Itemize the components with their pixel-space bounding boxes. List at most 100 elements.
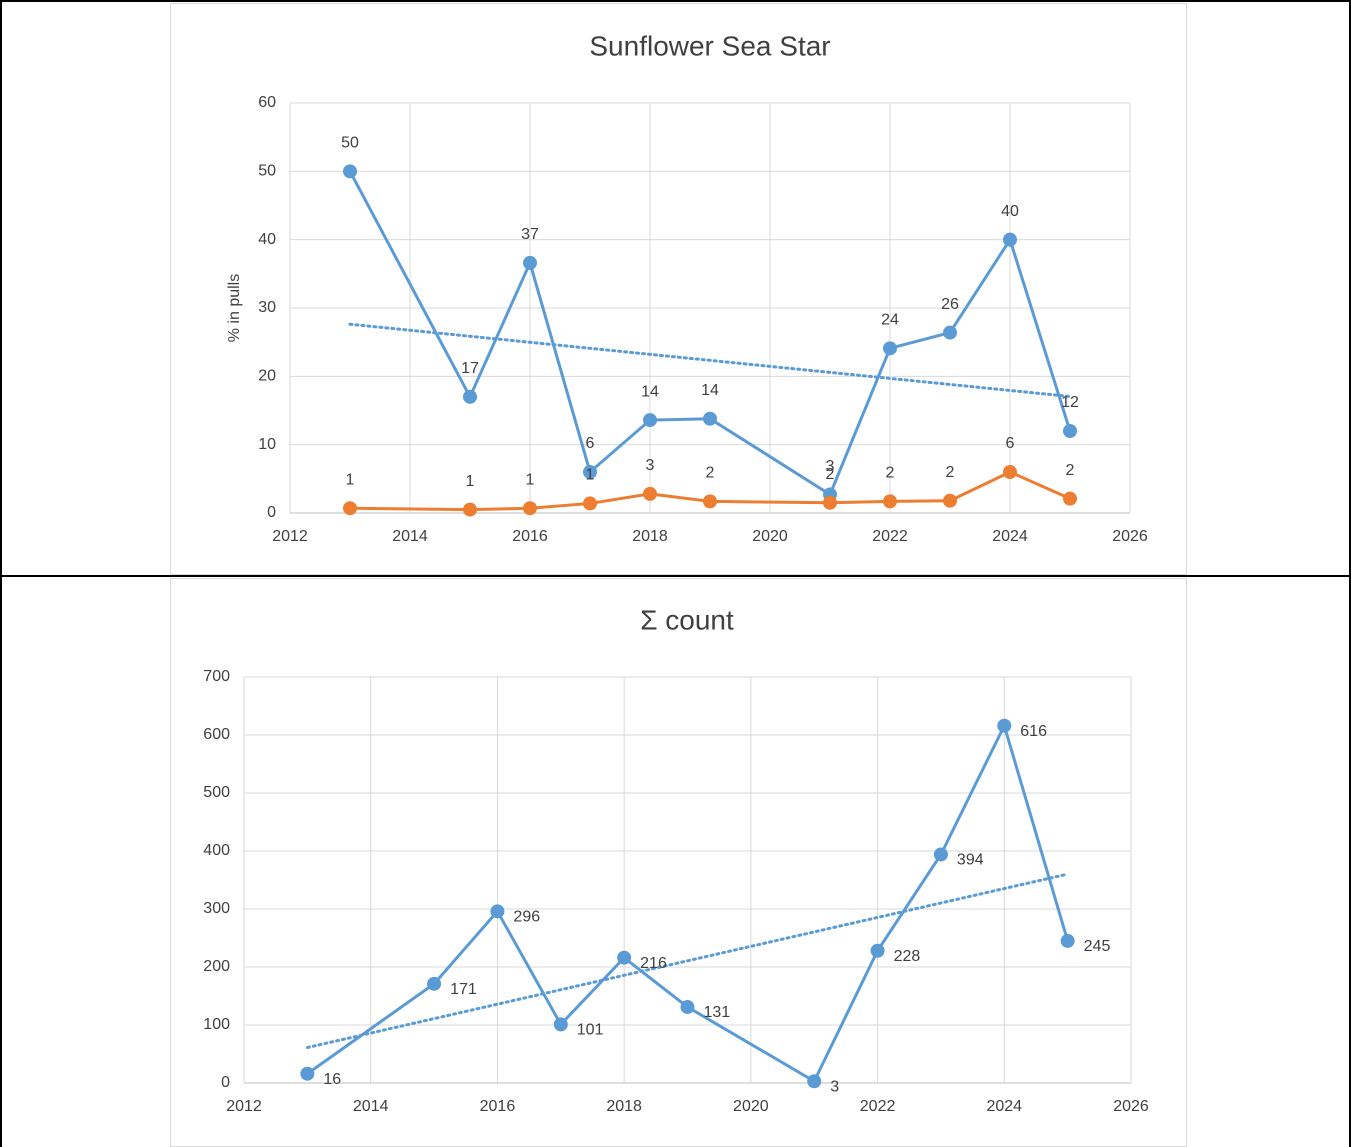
data-point xyxy=(1060,933,1075,948)
data-label: 296 xyxy=(513,909,540,926)
y-tick-label: 100 xyxy=(203,1016,230,1033)
data-label: 3 xyxy=(830,1078,839,1095)
y-tick-label: 30 xyxy=(258,299,276,316)
x-tick-label: 2024 xyxy=(992,528,1028,545)
data-label: 17 xyxy=(461,360,479,377)
data-label: 37 xyxy=(521,226,539,243)
data-label: 2 xyxy=(706,465,715,482)
data-point xyxy=(490,904,505,919)
data-point xyxy=(870,943,885,958)
data-point xyxy=(703,411,717,426)
y-tick-label: 600 xyxy=(203,726,230,743)
y-tick-label: 10 xyxy=(258,436,276,453)
y-tick-label: 400 xyxy=(203,842,230,859)
data-label: 1 xyxy=(586,467,595,484)
x-tick-label: 2026 xyxy=(1113,1098,1149,1115)
data-label: 3 xyxy=(826,458,835,475)
data-point xyxy=(933,847,948,862)
data-point xyxy=(703,494,717,509)
x-tick-label: 2020 xyxy=(733,1098,769,1115)
trendline xyxy=(348,322,1072,398)
data-point xyxy=(643,486,657,501)
x-tick-label: 2022 xyxy=(860,1098,896,1115)
data-label: 1 xyxy=(526,471,535,488)
x-tick-label: 2022 xyxy=(872,528,908,545)
data-label: 3 xyxy=(646,457,655,474)
data-label: 394 xyxy=(957,852,984,869)
data-point xyxy=(997,718,1012,733)
data-label: 1 xyxy=(346,471,355,488)
data-point xyxy=(583,465,597,479)
y-tick-label: 500 xyxy=(203,784,230,801)
x-tick-label: 2026 xyxy=(1112,528,1148,545)
data-label: 131 xyxy=(704,1004,731,1021)
x-tick-label: 2018 xyxy=(632,528,668,545)
x-tick-label: 2024 xyxy=(986,1098,1022,1115)
data-point xyxy=(583,496,597,511)
data-label: 26 xyxy=(941,296,959,313)
data-label: 616 xyxy=(1020,723,1047,740)
data-point xyxy=(943,325,957,340)
data-label: 12 xyxy=(1061,394,1079,411)
data-point xyxy=(300,1066,315,1081)
chart-title: Σ count xyxy=(640,604,734,635)
y-tick-label: 700 xyxy=(203,668,230,685)
trendline xyxy=(305,872,1070,1050)
y-tick-label: 300 xyxy=(203,900,230,917)
data-label: 24 xyxy=(881,312,899,329)
data-point xyxy=(1003,465,1017,479)
data-point xyxy=(1063,491,1077,506)
data-point xyxy=(617,950,632,965)
data-label: 101 xyxy=(577,1022,604,1039)
data-point xyxy=(343,501,357,516)
y-tick-label: 20 xyxy=(258,368,276,385)
data-point xyxy=(463,502,477,517)
y-axis-label: % in pulls xyxy=(226,274,243,342)
data-point xyxy=(427,976,442,991)
y-tick-label: 200 xyxy=(203,958,230,975)
y-tick-label: 60 xyxy=(258,94,276,111)
data-label: 245 xyxy=(1084,938,1111,955)
data-label: 2 xyxy=(946,464,955,481)
data-point xyxy=(943,493,957,508)
y-tick-label: 0 xyxy=(221,1074,230,1091)
data-label: 171 xyxy=(450,981,477,998)
y-tick-label: 0 xyxy=(267,504,276,521)
x-tick-label: 2018 xyxy=(606,1098,642,1115)
data-label: 2 xyxy=(826,466,835,483)
data-point xyxy=(523,255,537,270)
data-point xyxy=(680,1000,695,1015)
data-label: 40 xyxy=(1001,203,1019,220)
data-point xyxy=(523,501,537,516)
data-point xyxy=(463,389,477,404)
data-label: 228 xyxy=(894,948,921,965)
chart-frame xyxy=(170,3,1187,575)
y-tick-label: 50 xyxy=(258,163,276,180)
x-tick-label: 2012 xyxy=(272,528,308,545)
data-label: 50 xyxy=(341,135,359,152)
x-tick-label: 2014 xyxy=(353,1098,389,1115)
data-point xyxy=(1063,424,1077,438)
data-label: 1 xyxy=(466,473,475,490)
x-tick-label: 2016 xyxy=(512,528,548,545)
data-point xyxy=(883,341,897,356)
data-point xyxy=(343,164,357,179)
x-tick-label: 2016 xyxy=(480,1098,516,1115)
data-label: 2 xyxy=(1066,462,1075,479)
data-point xyxy=(643,413,657,428)
data-label: 6 xyxy=(1006,435,1015,452)
data-label: 2 xyxy=(886,465,895,482)
data-point xyxy=(1003,232,1017,247)
data-label: 14 xyxy=(641,383,659,400)
y-tick-label: 40 xyxy=(258,231,276,248)
data-point xyxy=(883,494,897,509)
x-tick-label: 2012 xyxy=(226,1098,262,1115)
data-label: 14 xyxy=(701,382,719,399)
x-tick-label: 2014 xyxy=(392,528,428,545)
data-label: 216 xyxy=(640,955,667,972)
data-label: 6 xyxy=(586,435,595,452)
data-point xyxy=(807,1074,822,1089)
chart-title: Sunflower Sea Star xyxy=(589,30,830,61)
data-label: 16 xyxy=(323,1071,341,1088)
